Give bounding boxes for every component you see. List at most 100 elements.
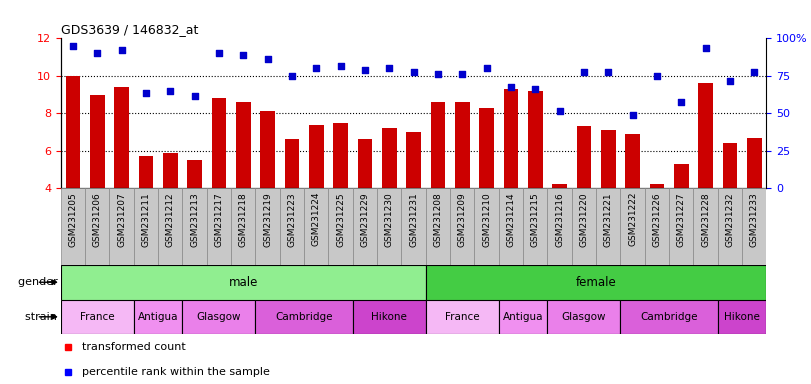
Text: Antigua: Antigua [503, 312, 543, 322]
Bar [596, 188, 620, 265]
Bar [747, 137, 762, 188]
Point [650, 73, 663, 79]
Text: GSM231213: GSM231213 [190, 192, 200, 247]
Point [602, 69, 615, 75]
Point [237, 52, 250, 58]
Bar [260, 111, 275, 188]
Text: GSM231209: GSM231209 [457, 192, 467, 247]
Text: GSM231214: GSM231214 [506, 192, 516, 247]
Text: GSM231208: GSM231208 [433, 192, 443, 247]
Bar [182, 188, 207, 265]
Bar [66, 76, 80, 188]
Bar [285, 139, 299, 188]
Bar [114, 87, 129, 188]
Bar [231, 188, 255, 265]
Text: male: male [229, 276, 258, 289]
Text: Hikone: Hikone [724, 312, 760, 322]
Bar [426, 300, 499, 334]
Bar [426, 188, 450, 265]
Point [67, 43, 79, 49]
Point [139, 89, 152, 96]
Point [723, 78, 736, 84]
Text: GSM231231: GSM231231 [409, 192, 418, 247]
Bar [693, 188, 718, 265]
Text: GSM231216: GSM231216 [555, 192, 564, 247]
Text: GSM231223: GSM231223 [287, 192, 297, 247]
Point [748, 69, 761, 75]
Text: GSM231212: GSM231212 [165, 192, 175, 247]
Bar [377, 188, 401, 265]
Bar [547, 300, 620, 334]
Text: strain: strain [25, 312, 61, 322]
Bar [236, 102, 251, 188]
Text: GSM231218: GSM231218 [238, 192, 248, 247]
Bar [718, 300, 766, 334]
Bar [523, 188, 547, 265]
Text: GSM231230: GSM231230 [384, 192, 394, 247]
Text: Hikone: Hikone [371, 312, 407, 322]
Bar [577, 126, 591, 188]
Bar [328, 188, 353, 265]
Point [577, 69, 590, 75]
Text: transformed count: transformed count [82, 341, 186, 352]
Bar [280, 188, 304, 265]
Bar [547, 188, 572, 265]
Bar [187, 160, 202, 188]
Point [383, 65, 396, 71]
Bar [401, 188, 426, 265]
Bar [504, 89, 518, 188]
Bar [450, 188, 474, 265]
Text: GSM231233: GSM231233 [749, 192, 759, 247]
Bar [499, 300, 547, 334]
Bar [698, 83, 713, 188]
Bar [304, 188, 328, 265]
Point [553, 108, 566, 114]
Text: GDS3639 / 146832_at: GDS3639 / 146832_at [61, 23, 198, 36]
Text: Glasgow: Glasgow [197, 312, 241, 322]
Point [699, 45, 712, 51]
Bar [158, 188, 182, 265]
Bar [90, 94, 105, 188]
Text: France: France [445, 312, 479, 322]
Point [164, 88, 177, 94]
Text: GSM231219: GSM231219 [263, 192, 272, 247]
Point [261, 56, 274, 62]
Bar [382, 128, 397, 188]
Bar [479, 108, 494, 188]
Bar [61, 300, 134, 334]
Point [310, 65, 323, 71]
Text: GSM231207: GSM231207 [117, 192, 127, 247]
Bar [474, 188, 499, 265]
Point [504, 84, 517, 90]
Point [407, 69, 420, 75]
Bar [499, 188, 523, 265]
Bar [552, 184, 567, 188]
Bar [669, 188, 693, 265]
Text: GSM231220: GSM231220 [579, 192, 589, 247]
Bar [650, 184, 664, 188]
Bar [255, 188, 280, 265]
Bar [182, 300, 255, 334]
Bar [207, 188, 231, 265]
Text: Glasgow: Glasgow [562, 312, 606, 322]
Text: GSM231229: GSM231229 [360, 192, 370, 247]
Bar [426, 265, 766, 300]
Bar [255, 300, 353, 334]
Bar [406, 132, 421, 188]
Bar [85, 188, 109, 265]
Bar [718, 188, 742, 265]
Point [188, 93, 201, 99]
Text: female: female [576, 276, 616, 289]
Text: GSM231217: GSM231217 [214, 192, 224, 247]
Bar [109, 188, 134, 265]
Bar [309, 124, 324, 188]
Bar [723, 143, 737, 188]
Text: GSM231226: GSM231226 [652, 192, 662, 247]
Text: Cambridge: Cambridge [641, 312, 697, 322]
Text: Antigua: Antigua [138, 312, 178, 322]
Text: GSM231225: GSM231225 [336, 192, 345, 247]
Text: GSM231224: GSM231224 [311, 192, 321, 247]
Bar [353, 188, 377, 265]
Point [91, 50, 104, 56]
Text: GSM231228: GSM231228 [701, 192, 710, 247]
